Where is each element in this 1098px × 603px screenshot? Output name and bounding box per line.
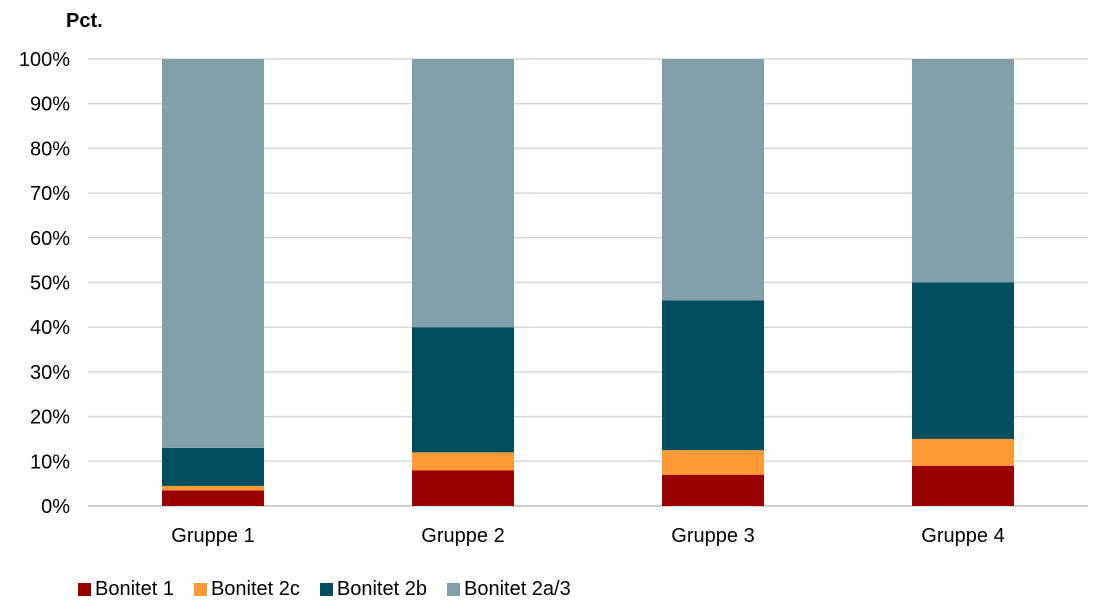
bar-segment <box>912 465 1014 506</box>
x-tick-label: Gruppe 4 <box>921 525 1004 547</box>
bar-segment <box>662 59 764 301</box>
y-tick-label: 0% <box>41 496 70 518</box>
y-tick-label: 30% <box>30 362 70 384</box>
x-tick-label: Gruppe 3 <box>671 525 754 547</box>
y-tick-label: 50% <box>30 273 70 295</box>
legend-swatch <box>319 583 333 596</box>
legend-swatch <box>446 583 460 596</box>
legend-label: Bonitet 2b <box>336 578 427 600</box>
y-tick-label: 90% <box>30 94 70 116</box>
bar-segment <box>412 59 514 328</box>
y-tick-label: 100% <box>19 49 70 71</box>
bar-segment <box>662 474 764 506</box>
legend-item: Bonitet 2c <box>193 578 300 601</box>
bar-segment <box>662 300 764 451</box>
bar-segment <box>412 452 514 471</box>
bar-segment <box>412 470 514 506</box>
x-tick-label: Gruppe 2 <box>421 525 504 547</box>
legend-swatch <box>78 583 91 596</box>
x-tick-label: Gruppe 1 <box>171 525 254 547</box>
y-tick-label: 20% <box>30 407 70 429</box>
bar-segment <box>912 59 1014 283</box>
y-tick-label: 70% <box>30 183 70 205</box>
bar-segment <box>162 447 264 486</box>
bar-segment <box>162 59 264 448</box>
bar-segment <box>912 282 1014 439</box>
bar-segment <box>162 485 264 491</box>
legend-item: Bonitet 2a/3 <box>446 578 571 601</box>
bar-segment <box>162 490 264 506</box>
y-tick-label: 40% <box>30 317 70 339</box>
legend-item: Bonitet 1 <box>78 578 174 601</box>
bar-segment <box>912 438 1014 466</box>
x-axis-tick-labels: Gruppe 1 Gruppe 2 Gruppe 3 Gruppe 4 <box>171 525 1004 547</box>
legend-label: Bonitet 1 <box>95 578 174 600</box>
y-tick-label: 10% <box>30 451 70 473</box>
legend-swatch <box>193 583 207 596</box>
bar-segment <box>662 450 764 475</box>
y-tick-label: 80% <box>30 138 70 160</box>
y-tick-label: 60% <box>30 228 70 250</box>
y-axis-tick-labels: 0% 10% 20% 30% 40% 50% 60% 70% 80% 90% 100% <box>19 49 70 518</box>
legend-item: Bonitet 2b <box>319 578 427 601</box>
legend: Bonitet 1 Bonitet 2c Bonitet 2b Bonitet 2a/… <box>78 578 571 601</box>
legend-label: Bonitet 2a/3 <box>463 578 571 600</box>
bar-segment <box>412 327 514 453</box>
y-axis-unit-label: Pct. <box>66 10 103 32</box>
legend-label: Bonitet 2c <box>210 578 300 600</box>
bars <box>162 59 1014 506</box>
